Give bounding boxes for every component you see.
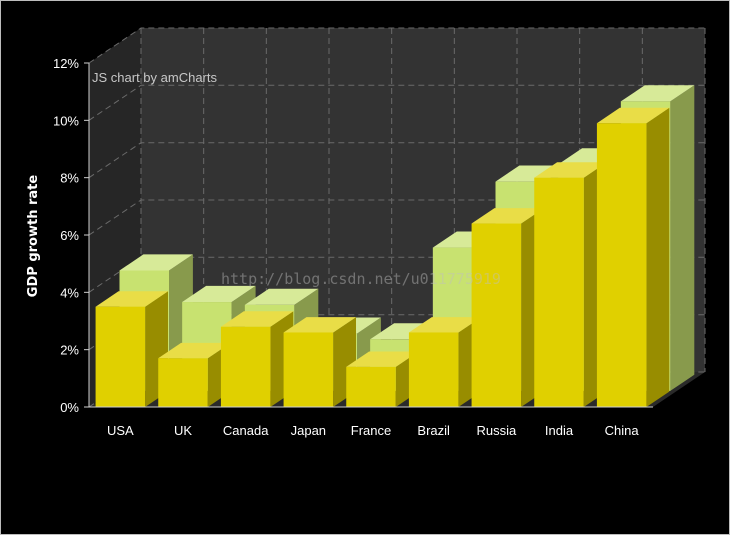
chart-credit[interactable]: JS chart by amCharts	[92, 70, 217, 85]
bar-top	[534, 162, 607, 178]
bar-front	[158, 358, 208, 407]
gridline-h	[88, 84, 705, 121]
front-bar-canada	[220, 311, 294, 407]
x-category-label-china: China	[605, 423, 640, 438]
bar-top	[408, 317, 482, 333]
front-bar-brazil	[408, 317, 482, 407]
x-category-label-france: France	[351, 423, 391, 438]
x-category-label-india: India	[545, 423, 574, 438]
bar-top	[220, 311, 294, 327]
x-axis-labels: USA UK Canada Japan France Brazil Russia India C…	[107, 423, 639, 438]
bar-front	[346, 366, 396, 407]
y-axis-ticks: 0% 2% 4% 6% 8% 10% 12%	[53, 56, 653, 415]
bar-front	[220, 326, 271, 407]
front-bar-india	[534, 162, 607, 407]
y-tick-label: 8%	[60, 171, 79, 186]
bar-top	[119, 254, 193, 271]
bar-front	[534, 177, 584, 407]
bar-front	[283, 332, 334, 407]
bar-front	[95, 306, 146, 407]
x-category-label-japan: Japan	[291, 423, 326, 438]
front-series-bars	[95, 107, 670, 408]
bar-side	[670, 85, 695, 391]
bar-front	[596, 123, 647, 407]
bar-top	[95, 291, 168, 307]
y-tick-label: 2%	[60, 343, 79, 358]
y-tick-label: 0%	[60, 400, 79, 415]
y-tick-label: 6%	[60, 228, 79, 243]
bar-top	[346, 351, 419, 367]
y-axis-title: GDP growth rate	[26, 175, 41, 298]
bar-top	[283, 317, 356, 333]
y-tick-label: 12%	[53, 56, 79, 71]
bar-top	[182, 285, 256, 302]
bar-top	[471, 208, 544, 224]
x-category-label-canada: Canada	[223, 423, 269, 438]
bar-front	[471, 223, 522, 407]
bar-top	[244, 288, 319, 305]
x-category-label-brazil: Brazil	[417, 423, 450, 438]
bar-side	[646, 107, 670, 408]
y-tick-label: 4%	[60, 285, 79, 300]
front-bar-japan	[283, 317, 356, 407]
y-tick-label: 10%	[53, 113, 79, 128]
front-bar-usa	[95, 291, 168, 407]
front-bar-france	[346, 351, 419, 407]
bar-front	[408, 332, 459, 407]
watermark: http://blog.csdn.net/u011775919	[221, 270, 501, 288]
x-category-label-usa: USA	[107, 423, 134, 438]
x-category-label-uk: UK	[174, 423, 192, 438]
front-bar-china	[596, 107, 670, 408]
bar-top	[620, 85, 695, 102]
bar-top	[596, 107, 670, 124]
front-bar-russia	[471, 208, 544, 407]
x-category-label-russia: Russia	[476, 423, 517, 438]
bar-top	[158, 342, 231, 359]
front-bar-uk	[158, 342, 231, 407]
